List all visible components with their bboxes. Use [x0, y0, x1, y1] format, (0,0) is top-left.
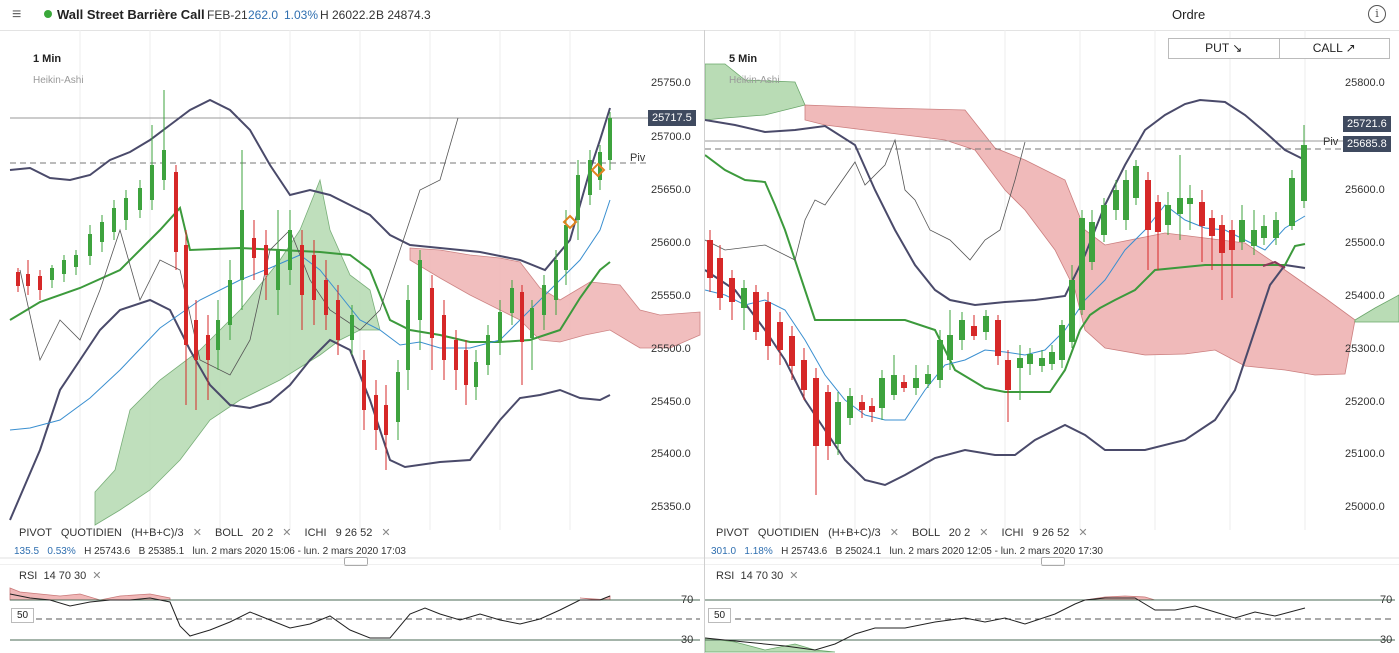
right-price-tick: 25500.0 [1345, 237, 1385, 249]
left-rsi-lower: 30 [681, 634, 694, 646]
instrument-title: Wall Street Barrière Call [57, 7, 205, 22]
right-rsi-legend: RSI 14 70 30 ✕ [716, 569, 799, 582]
left-stat-change: 135.5 [14, 546, 40, 557]
left-price-tick: 25650.0 [651, 184, 691, 196]
pivot-indicator-label[interactable]: PIVOT [716, 527, 749, 539]
left-price-tick: 25550.0 [651, 290, 691, 302]
right-timeframe-label[interactable]: 5 Min [729, 53, 758, 65]
right-stat-change: 301.0 [711, 546, 737, 557]
right-pivot-price: 25685.8 [1343, 136, 1391, 152]
status-dot-icon [44, 10, 52, 18]
change-percent: 1.03% [284, 8, 319, 22]
remove-ichi-icon[interactable]: ✕ [381, 527, 391, 539]
right-stat-change-pct: 1.18% [744, 546, 773, 557]
right-rsi-upper: 70 [1380, 594, 1393, 606]
remove-ichi-icon[interactable]: ✕ [1078, 527, 1088, 539]
right-price-tick: 25600.0 [1345, 184, 1385, 196]
left-chart-panel: 1 Min Heikin-Ashi 25750.0 25717.5 25700.… [0, 30, 704, 653]
left-price-tick: 25500.0 [651, 343, 691, 355]
right-resize-handle[interactable] [1041, 557, 1065, 566]
expiry-label: FEB-21 [207, 8, 248, 22]
rsi-label[interactable]: RSI [19, 570, 38, 582]
left-price-tick: 25450.0 [651, 396, 691, 408]
left-pivot-label: Piv [630, 152, 646, 164]
left-last-price: 25717.5 [648, 110, 696, 126]
left-price-tick: 25750.0 [651, 77, 691, 89]
right-price-tick: 25200.0 [1345, 396, 1385, 408]
left-resize-handle[interactable] [344, 557, 368, 566]
put-call-toggle: PUT ↘ CALL ↗ [1168, 38, 1390, 59]
right-price-tick: 25400.0 [1345, 290, 1385, 302]
pivot-formula-label: (H+B+C)/3 [131, 527, 184, 539]
boll-indicator-label[interactable]: BOLL [214, 527, 243, 539]
rsi-params: 14 70 30 [43, 570, 87, 582]
right-rsi-lower: 30 [1380, 634, 1393, 646]
pivot-indicator-label[interactable]: PIVOT [19, 527, 52, 539]
left-rsi-upper: 70 [681, 594, 694, 606]
left-stat-low: B 25385.1 [138, 546, 185, 557]
day-high: H 26022.2 [320, 8, 376, 22]
left-stat-high: H 25743.6 [84, 546, 131, 557]
left-price-tick: 25600.0 [651, 237, 691, 249]
pivot-formula-label: (H+B+C)/3 [828, 527, 881, 539]
right-price-tick: 25800.0 [1345, 77, 1385, 89]
right-price-tick: 25000.0 [1345, 501, 1385, 513]
left-price-tick: 25700.0 [651, 131, 691, 143]
panel-divider [704, 30, 705, 653]
right-stat-low: B 25024.1 [835, 546, 882, 557]
put-button[interactable]: PUT ↘ [1169, 39, 1280, 58]
right-pivot-label: Piv [1323, 136, 1339, 148]
call-button[interactable]: CALL ↗ [1312, 41, 1356, 55]
left-price-tick: 25400.0 [651, 448, 691, 460]
remove-rsi-icon[interactable]: ✕ [92, 570, 102, 582]
ichi-params-label: 9 26 52 [335, 527, 373, 539]
right-stat-high: H 25743.6 [781, 546, 828, 557]
remove-boll-icon[interactable]: ✕ [979, 527, 989, 539]
boll-indicator-label[interactable]: BOLL [911, 527, 940, 539]
right-price-chart[interactable] [705, 30, 1399, 653]
left-rsi-chart[interactable] [0, 564, 704, 653]
left-chart-style-label: Heikin-Ashi [33, 75, 84, 86]
left-indicator-legend: PIVOT QUOTIDIEN (H+B+C)/3 ✕ BOLL 20 2 ✕ … [19, 526, 401, 539]
left-stat-change-pct: 0.53% [47, 546, 76, 557]
boll-params-label: 20 2 [948, 527, 971, 539]
ichi-indicator-label[interactable]: ICHI [1001, 527, 1024, 539]
rsi-label[interactable]: RSI [716, 570, 735, 582]
info-icon[interactable]: i [1368, 5, 1386, 23]
left-price-chart[interactable] [0, 30, 704, 653]
left-stats-bar: 135.5 0.53% H 25743.6 B 25385.1 lun. 2 m… [14, 546, 406, 557]
top-bar: ≡ Wall Street Barrière Call FEB-21 262.0… [0, 0, 1399, 31]
left-rsi-legend: RSI 14 70 30 ✕ [19, 569, 102, 582]
right-price-tick: 25300.0 [1345, 343, 1385, 355]
right-stats-bar: 301.0 1.18% H 25743.6 B 25024.1 lun. 2 m… [711, 546, 1103, 557]
pivot-period-label: QUOTIDIEN [60, 527, 122, 539]
remove-boll-icon[interactable]: ✕ [282, 527, 292, 539]
day-low: B 24874.3 [376, 8, 431, 22]
left-timeframe-label[interactable]: 1 Min [33, 53, 62, 65]
remove-pivot-icon[interactable]: ✕ [889, 527, 899, 539]
ichi-indicator-label[interactable]: ICHI [304, 527, 327, 539]
remove-pivot-icon[interactable]: ✕ [192, 527, 202, 539]
hamburger-icon[interactable]: ≡ [12, 6, 22, 23]
right-rsi-chart[interactable] [705, 564, 1399, 653]
right-chart-panel: 5 Min Heikin-Ashi 25800.0 25721.6 Piv 25… [705, 30, 1399, 653]
remove-rsi-icon[interactable]: ✕ [789, 570, 799, 582]
pivot-period-label: QUOTIDIEN [757, 527, 819, 539]
right-rsi-value-box: 50 [708, 608, 732, 623]
right-indicator-legend: PIVOT QUOTIDIEN (H+B+C)/3 ✕ BOLL 20 2 ✕ … [716, 526, 1098, 539]
right-chart-style-label: Heikin-Ashi [729, 75, 780, 86]
order-title: Ordre [1172, 7, 1206, 22]
left-price-tick: 25350.0 [651, 501, 691, 513]
right-stat-range: lun. 2 mars 2020 12:05 - lun. 2 mars 202… [889, 546, 1103, 557]
right-price-tick: 25100.0 [1345, 448, 1385, 460]
rsi-params: 14 70 30 [740, 570, 784, 582]
boll-params-label: 20 2 [251, 527, 274, 539]
left-rsi-value-box: 50 [11, 608, 35, 623]
left-stat-range: lun. 2 mars 2020 15:06 - lun. 2 mars 202… [192, 546, 406, 557]
right-last-price: 25721.6 [1343, 116, 1391, 132]
ichi-params-label: 9 26 52 [1032, 527, 1070, 539]
change-value: 262.0 [248, 8, 279, 22]
